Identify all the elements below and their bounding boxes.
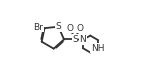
- Text: S: S: [72, 35, 78, 44]
- Text: O: O: [76, 24, 83, 33]
- Text: Br: Br: [33, 23, 43, 32]
- Text: N: N: [80, 35, 86, 44]
- Text: O: O: [67, 24, 74, 33]
- Text: NH: NH: [91, 44, 104, 53]
- Text: S: S: [56, 22, 61, 31]
